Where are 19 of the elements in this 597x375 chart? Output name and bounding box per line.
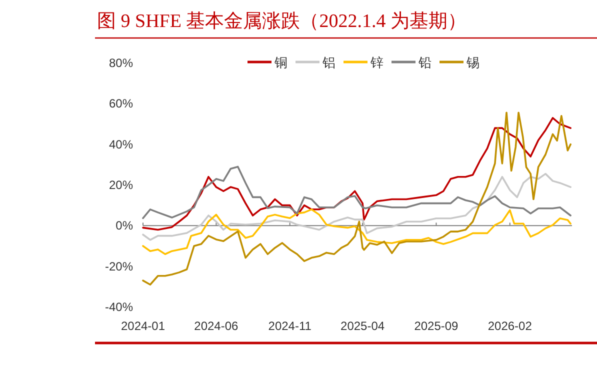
ytick: -20%	[104, 259, 133, 274]
legend-label: 铅	[418, 55, 432, 70]
xtick: 2025-04	[340, 319, 385, 333]
ytick: 20%	[108, 178, 133, 192]
ytick: 40%	[108, 137, 133, 152]
legend-label: 锌	[370, 55, 384, 70]
xtick: 2026-02	[488, 319, 532, 333]
ytick: -40%	[104, 300, 133, 314]
legend-label: 铜	[274, 55, 288, 70]
legend-label: 铝	[322, 55, 336, 70]
ytick: 0%	[116, 218, 133, 233]
title: 图 9 SHFE 基本金属涨跌（2022.1.4 为基期）	[97, 11, 466, 32]
legend-label: 锡	[466, 55, 480, 70]
xtick: 2024-11	[268, 319, 312, 333]
xtick: 2024-06	[194, 319, 238, 333]
ytick: 80%	[108, 56, 133, 70]
xtick: 2025-09	[414, 319, 458, 333]
ytick: 60%	[108, 96, 133, 111]
xtick: 2024-01	[120, 319, 166, 333]
